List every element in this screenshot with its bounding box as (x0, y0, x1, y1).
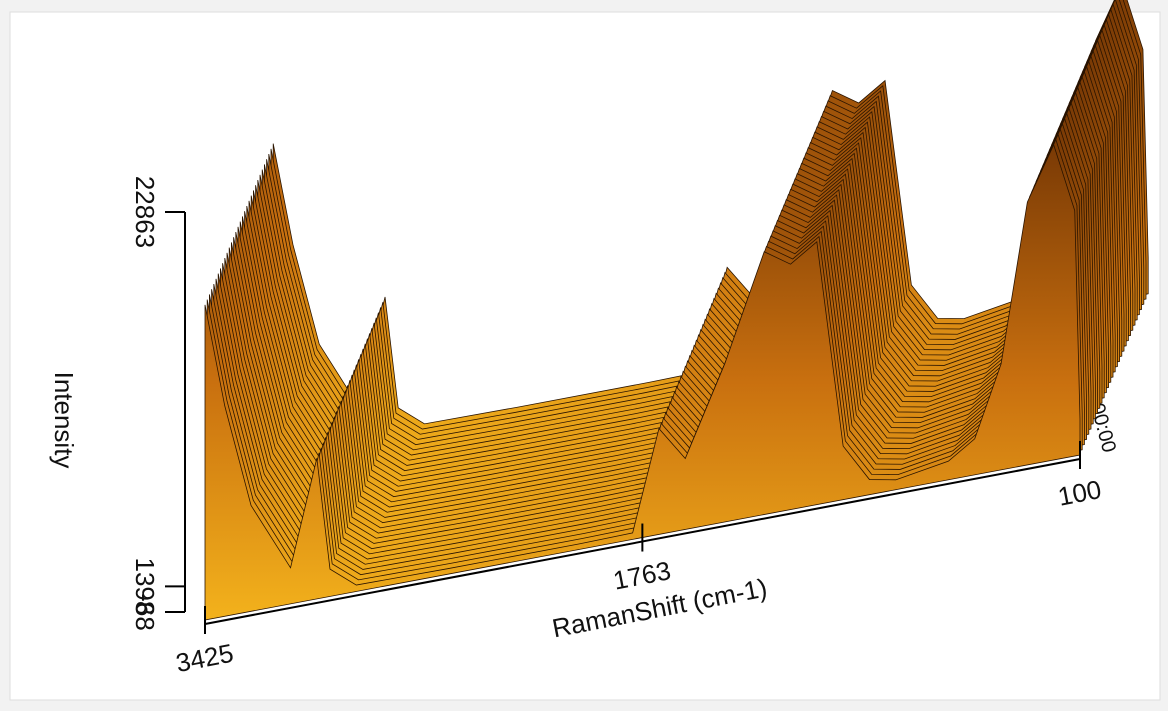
z-tick-label: 1398 (130, 558, 160, 616)
z-axis-label: Intensity (49, 372, 79, 469)
z-tick-label: 22863 (130, 176, 160, 248)
z-tick-label: -68 (130, 593, 160, 631)
